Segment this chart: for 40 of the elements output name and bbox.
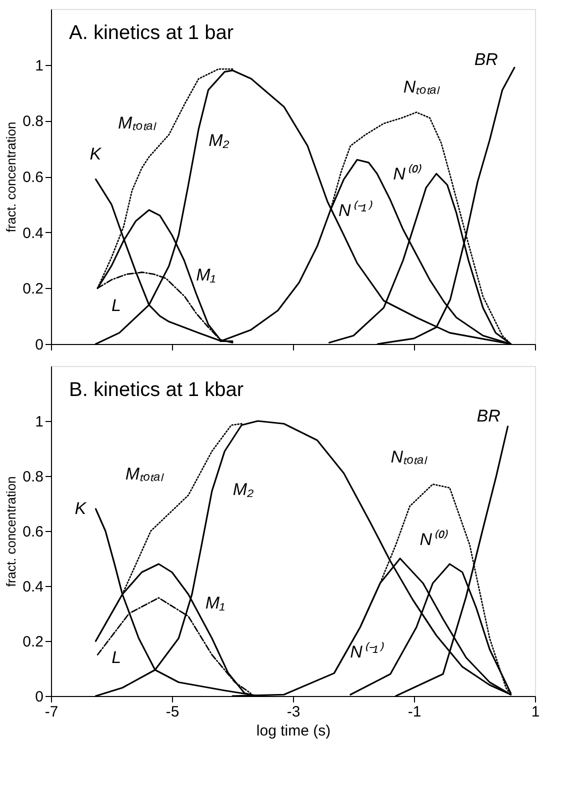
annotation: Nₜₒₜₐₗ (403, 77, 440, 96)
y-axis-title: fract. concentration (4, 122, 19, 232)
x-tick-label: -7 (44, 704, 58, 720)
annotation: M₁ (205, 593, 225, 612)
y-tick-label: 0.2 (22, 634, 44, 650)
text: A. kinetics at 1 bar (69, 22, 234, 44)
annotation: L (112, 648, 122, 667)
y-tick-label: 1 (35, 57, 44, 74)
y-tick-label: 0.8 (22, 113, 44, 130)
y-tick-label: 0 (35, 688, 44, 706)
y-tick-label: 0.4 (22, 578, 44, 596)
annotation: Nₜₒₜₐₗ (390, 447, 428, 466)
annotation: M₂ (232, 480, 254, 500)
annotation: M₁ (196, 265, 216, 284)
x-tick-label: -3 (286, 704, 300, 720)
text: B. kinetics at 1 kbar (69, 379, 244, 401)
x-tick-label: -1 (408, 704, 422, 720)
annotation: Mₜₒₜₐₗ (125, 464, 164, 484)
y-tick-label: 0.4 (22, 224, 44, 242)
y-tick-label: 0.6 (22, 169, 44, 186)
annotation: M₂ (208, 131, 230, 150)
annotation: N⁽⁰⁾ (393, 164, 422, 184)
annotation: BR (476, 406, 500, 426)
annotation: N⁽⁻¹⁾ (338, 200, 372, 220)
annotation: L (112, 296, 121, 315)
annotation: N⁽⁰⁾ (420, 529, 448, 549)
annotation: BR (474, 50, 498, 69)
y-tick-label: 0.8 (22, 468, 44, 486)
annotation: K (90, 144, 102, 164)
y-tick-label: 1 (35, 414, 44, 430)
y-tick-label: 0.6 (22, 524, 44, 540)
y-tick-label: 0 (35, 336, 44, 354)
annotation: N⁽⁻¹⁾ (350, 641, 384, 662)
x-axis-title: log time (s) (256, 722, 331, 740)
x-tick-label: 1 (531, 704, 540, 720)
annotation: Mₜₒₜₐₗ (118, 114, 157, 133)
x-tick-label: -5 (166, 704, 180, 720)
annotation: K (74, 499, 87, 518)
y-axis-title: fract. concentration (4, 476, 19, 587)
y-tick-label: 0.2 (22, 280, 44, 298)
